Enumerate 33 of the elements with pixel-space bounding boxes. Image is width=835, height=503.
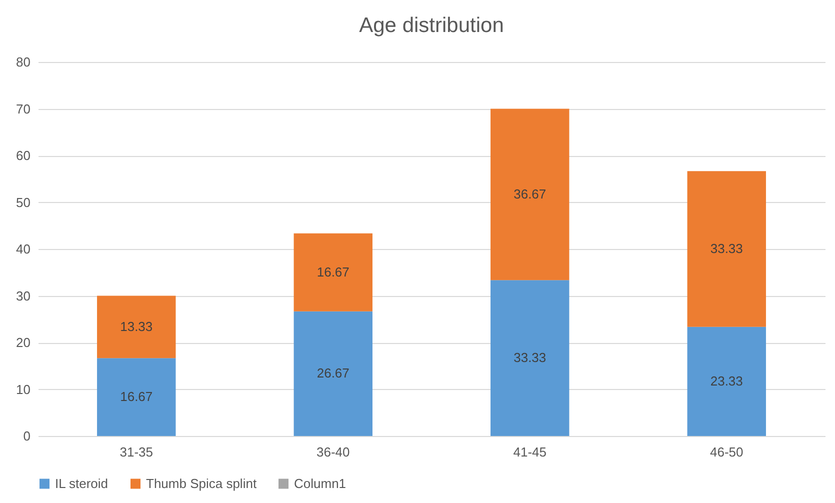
legend-label: IL steroid — [55, 476, 108, 491]
data-label: 33.33 — [710, 241, 743, 256]
data-label: 36.67 — [514, 186, 546, 202]
data-label: 16.67 — [120, 389, 153, 404]
x-tick-label: 41-45 — [513, 444, 546, 460]
bar — [687, 326, 766, 436]
chart-title: Age distribution — [359, 14, 504, 37]
data-label: 26.67 — [316, 366, 350, 381]
data-label: 16.67 — [316, 264, 350, 280]
y-tick-label: 30 — [16, 288, 30, 304]
data-label: 23.33 — [710, 373, 743, 388]
bar — [294, 311, 372, 436]
y-tick-label: 40 — [16, 242, 30, 256]
y-tick-label: 10 — [16, 382, 30, 397]
bar — [97, 296, 176, 358]
x-tick-label: 46-50 — [710, 444, 744, 460]
bar — [294, 233, 372, 312]
legend-label: Thumb Spica splint — [146, 476, 257, 491]
bar — [97, 358, 176, 436]
y-tick-label: 70 — [16, 101, 30, 116]
bar — [490, 108, 570, 280]
x-tick-label: 31-35 — [120, 444, 153, 460]
data-label: 13.33 — [120, 318, 153, 334]
bar — [490, 280, 570, 436]
bar — [687, 171, 766, 327]
y-tick-label: 50 — [16, 194, 30, 210]
data-label: 33.33 — [514, 350, 546, 366]
y-tick-label: 60 — [16, 148, 30, 163]
y-tick-label: 20 — [16, 335, 30, 350]
x-tick-label: 36-40 — [316, 444, 350, 460]
y-tick-label: 80 — [16, 54, 30, 70]
y-tick-label: 0 — [23, 428, 30, 444]
legend-label: Column1 — [294, 476, 346, 491]
